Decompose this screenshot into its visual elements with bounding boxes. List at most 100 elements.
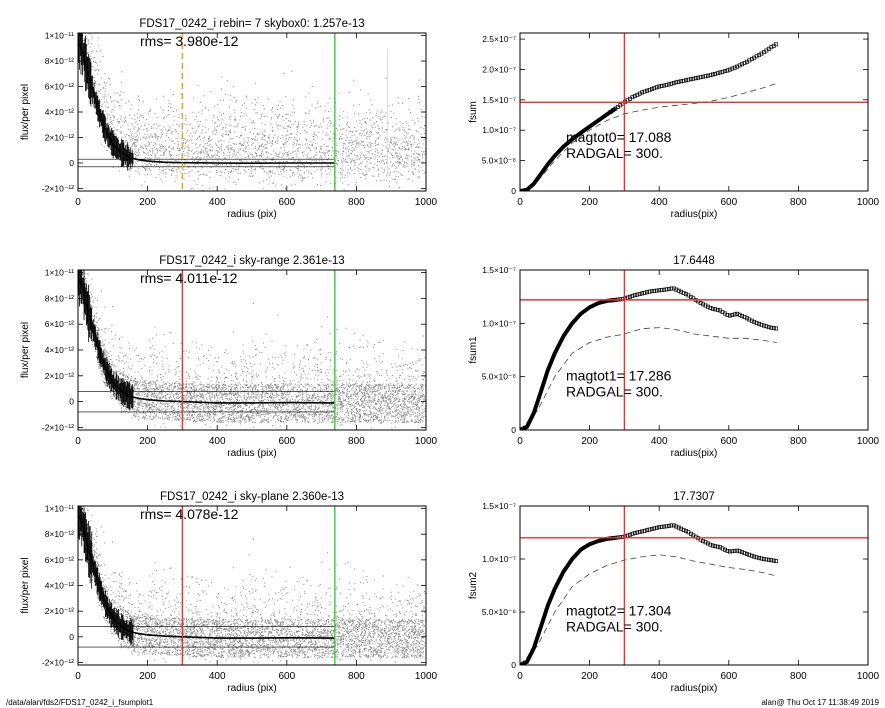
scatter-point: [103, 381, 105, 383]
scatter-point: [204, 400, 206, 402]
scatter-point: [261, 153, 263, 155]
scatter-point: [228, 394, 230, 396]
scatter-point: [367, 157, 369, 159]
scatter-point: [276, 395, 278, 397]
scatter-point: [198, 418, 200, 420]
scatter-point: [209, 410, 211, 412]
scatter-point: [223, 99, 224, 101]
scatter-point: [401, 408, 403, 410]
scatter-point: [371, 132, 372, 133]
scatter-point: [270, 123, 272, 125]
scatter-point: [385, 112, 387, 114]
scatter-point: [338, 390, 340, 392]
scatter-point: [108, 342, 110, 344]
scatter-point: [420, 386, 422, 388]
scatter-point: [204, 149, 206, 151]
scatter-point: [228, 386, 230, 388]
scatter-point: [233, 126, 235, 128]
scatter-point: [297, 169, 299, 171]
scatter-point: [365, 173, 367, 175]
scatter-point: [199, 157, 201, 159]
scatter-point: [325, 412, 327, 414]
scatter-point: [355, 390, 357, 392]
scatter-point: [126, 361, 127, 363]
scatter-point: [388, 174, 390, 176]
scatter-point: [314, 413, 316, 415]
scatter-point: [118, 101, 119, 103]
scatter-point: [119, 373, 121, 375]
scatter-point: [153, 396, 155, 398]
scatter-point: [105, 106, 107, 108]
scatter-point: [219, 377, 221, 379]
scatter-point: [123, 122, 125, 123]
scatter-point: [284, 381, 286, 383]
scatter-point: [127, 412, 129, 414]
scatter-point: [150, 407, 152, 409]
fsum-marker: [630, 95, 635, 100]
scatter-point: [255, 104, 256, 106]
scatter-point: [244, 386, 246, 388]
scatter-point: [255, 139, 257, 141]
scatter-point: [364, 117, 366, 119]
scatter-point: [192, 389, 194, 390]
scatter-point: [254, 127, 255, 129]
fsum-marker: [676, 79, 681, 84]
scatter-point: [144, 134, 146, 136]
scatter-point: [241, 399, 243, 401]
scatter-point: [364, 122, 366, 124]
scatter-point: [317, 367, 318, 368]
scatter-point: [283, 404, 284, 406]
scatter-point: [91, 69, 93, 71]
scatter-point: [221, 134, 223, 136]
scatter-point: [204, 409, 206, 411]
scatter-point: [201, 165, 203, 167]
scatter-point: [313, 155, 315, 157]
scatter-point: [313, 138, 315, 140]
scatter-point: [163, 126, 165, 128]
fsum-marker: [659, 84, 664, 88]
scatter-point: [120, 373, 122, 375]
scatter-point: [404, 137, 406, 139]
scatter-point: [417, 117, 419, 119]
scatter-point: [252, 389, 254, 391]
scatter-point: [352, 143, 354, 145]
scatter-point: [411, 387, 413, 389]
scatter-point: [207, 153, 209, 155]
scatter-point: [410, 145, 412, 147]
scatter-point: [328, 157, 329, 159]
scatter-point: [151, 161, 153, 163]
scatter-point: [327, 145, 329, 147]
scatter-point: [87, 52, 89, 53]
scatter-point: [226, 145, 228, 147]
scatter-point: [357, 155, 358, 157]
scatter-point: [176, 192, 177, 193]
scatter-point: [283, 167, 285, 169]
scatter-point: [249, 118, 251, 120]
scatter-point: [169, 384, 171, 386]
scatter-point: [186, 152, 188, 154]
scatter-point: [368, 142, 370, 144]
scatter-point: [119, 403, 121, 405]
scatter-point: [414, 141, 416, 143]
scatter-point: [308, 92, 310, 94]
scatter-point: [151, 370, 153, 371]
scatter-point: [356, 182, 357, 183]
scatter-point: [381, 149, 383, 151]
scatter-point: [370, 374, 372, 376]
scatter-point: [235, 407, 237, 409]
scatter-point: [199, 121, 201, 123]
scatter-point: [141, 185, 143, 187]
scatter-point: [417, 153, 419, 154]
scatter-point: [253, 147, 255, 149]
scatter-point: [305, 391, 307, 393]
scatter-point: [412, 406, 414, 408]
scatter-point: [311, 173, 313, 175]
scatter-point: [280, 156, 282, 158]
scatter-point: [158, 174, 160, 175]
scatter-point: [273, 368, 275, 370]
scatter-point: [91, 38, 93, 40]
scatter-point: [366, 161, 368, 163]
scatter-point: [348, 149, 350, 151]
scatter-point: [142, 116, 144, 118]
scatter-point: [155, 356, 157, 358]
